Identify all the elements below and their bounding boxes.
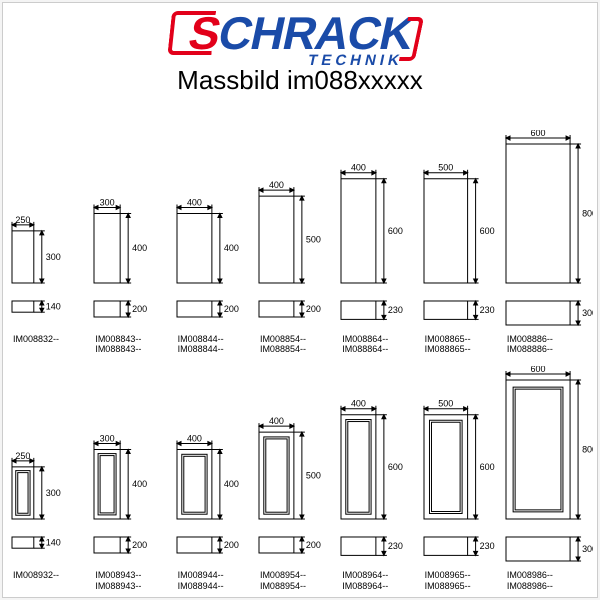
svg-text:500: 500 [438, 399, 453, 409]
svg-text:230: 230 [479, 542, 494, 552]
dimension-cell: 600 800 300 IM008986--IM088986-- [503, 366, 593, 591]
part-codes: IM008832-- [9, 334, 87, 355]
svg-text:400: 400 [187, 197, 202, 207]
svg-text:200: 200 [132, 304, 147, 314]
svg-text:400: 400 [269, 180, 284, 190]
part-codes: IM008965--IM088965-- [421, 570, 499, 591]
part-codes: IM008854--IM088854-- [256, 334, 334, 355]
svg-text:140: 140 [46, 301, 61, 311]
svg-text:400: 400 [224, 480, 239, 490]
svg-text:300: 300 [582, 308, 593, 318]
subtitle: Massbild im088xxxxx [3, 65, 597, 96]
dimension-cell: 400 500 200 IM008854--IM088854-- [256, 130, 334, 355]
svg-text:400: 400 [351, 399, 366, 409]
svg-text:230: 230 [388, 542, 403, 552]
svg-text:500: 500 [306, 234, 321, 244]
svg-text:300: 300 [46, 252, 61, 262]
svg-text:200: 200 [224, 540, 239, 550]
part-codes: IM008886--IM088886-- [503, 334, 593, 355]
dimension-cell: 250 300 140 IM008932-- [9, 366, 87, 591]
dimension-cell: 400 600 230 IM008864--IM088864-- [338, 130, 416, 355]
svg-text:200: 200 [224, 304, 239, 314]
svg-text:500: 500 [306, 471, 321, 481]
dimension-cell: 300 400 200 IM008943--IM088943-- [91, 366, 169, 591]
svg-text:400: 400 [187, 434, 202, 444]
svg-text:200: 200 [306, 540, 321, 550]
dimension-cell: 600 800 300 IM008886--IM088886-- [503, 130, 593, 355]
svg-text:250: 250 [15, 451, 30, 461]
dimension-cell: 500 600 230 IM008865--IM088865-- [421, 130, 499, 355]
svg-text:230: 230 [388, 305, 403, 315]
svg-text:800: 800 [582, 208, 593, 218]
svg-text:200: 200 [306, 304, 321, 314]
svg-text:600: 600 [530, 366, 545, 374]
svg-text:300: 300 [100, 197, 115, 207]
dimension-cell: 400 500 200 IM008954--IM088954-- [256, 366, 334, 591]
svg-text:230: 230 [479, 305, 494, 315]
dimension-cell: 300 400 200 IM008843--IM088843-- [91, 130, 169, 355]
svg-text:400: 400 [269, 416, 284, 426]
part-codes: IM008865--IM088865-- [421, 334, 499, 355]
svg-text:300: 300 [100, 434, 115, 444]
part-codes: IM008964--IM088964-- [338, 570, 416, 591]
dimension-cell: 500 600 230 IM008965--IM088965-- [421, 366, 499, 591]
svg-text:600: 600 [479, 226, 494, 236]
svg-text:500: 500 [438, 163, 453, 173]
svg-text:600: 600 [388, 462, 403, 472]
part-codes: IM008843--IM088843-- [91, 334, 169, 355]
svg-text:400: 400 [224, 243, 239, 253]
dimension-row: 250 300 140 IM008832-- 300 400 [9, 118, 591, 355]
part-codes: IM008943--IM088943-- [91, 570, 169, 591]
svg-text:400: 400 [132, 480, 147, 490]
dimension-cell: 400 400 200 IM008844--IM088844-- [174, 130, 252, 355]
svg-text:400: 400 [351, 163, 366, 173]
svg-text:800: 800 [582, 445, 593, 455]
svg-text:140: 140 [46, 538, 61, 548]
svg-text:300: 300 [46, 488, 61, 498]
dimension-cell: 400 400 200 IM008944--IM088944-- [174, 366, 252, 591]
svg-text:200: 200 [132, 540, 147, 550]
logo: SCHRACK TECHNIK [3, 13, 597, 70]
svg-text:250: 250 [15, 215, 30, 225]
part-codes: IM008954--IM088954-- [256, 570, 334, 591]
svg-text:600: 600 [530, 130, 545, 138]
svg-text:600: 600 [479, 462, 494, 472]
dimension-grid: 250 300 140 IM008832-- 300 400 [9, 118, 591, 591]
svg-text:400: 400 [132, 243, 147, 253]
svg-text:600: 600 [388, 226, 403, 236]
part-codes: IM008932-- [9, 570, 87, 591]
dimension-cell: 400 600 230 IM008964--IM088964-- [338, 366, 416, 591]
svg-text:300: 300 [582, 544, 593, 554]
part-codes: IM008986--IM088986-- [503, 570, 593, 591]
part-codes: IM008944--IM088944-- [174, 570, 252, 591]
dimension-row: 250 300 140 IM008932-- [9, 355, 591, 592]
dimension-sheet: { "brand": { "s": "S", "rest": "CHRACK",… [2, 2, 598, 598]
dimension-cell: 250 300 140 IM008832-- [9, 130, 87, 355]
part-codes: IM008864--IM088864-- [338, 334, 416, 355]
part-codes: IM008844--IM088844-- [174, 334, 252, 355]
logo-rest: CHRACK [214, 7, 418, 59]
